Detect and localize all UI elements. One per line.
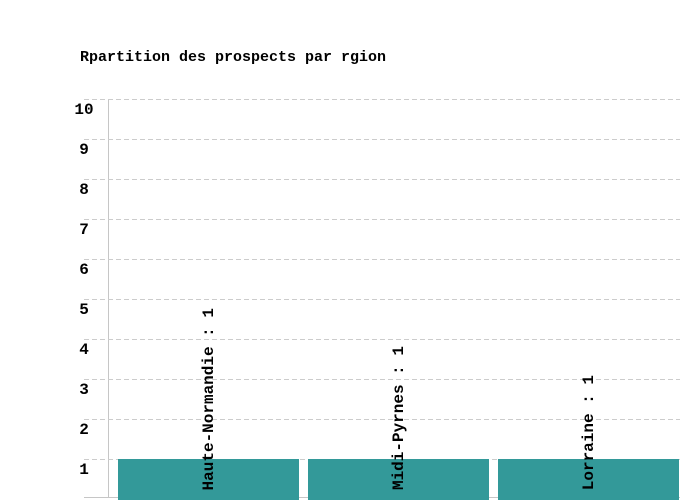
gridline [84, 99, 680, 100]
y-axis-tick-label: 4 [79, 341, 89, 359]
gridline [84, 259, 680, 260]
y-axis-tick-label: 9 [79, 141, 89, 159]
y-axis-tick-label: 3 [79, 381, 89, 399]
gridline [84, 299, 680, 300]
y-axis-tick-label: 10 [74, 101, 94, 119]
bar-label: Midi-Pyrnes : 1 [389, 345, 408, 490]
y-axis-tick-label: 6 [79, 261, 89, 279]
gridline [84, 179, 680, 180]
gridline [84, 379, 680, 380]
gridline [84, 219, 680, 220]
y-axis-line [108, 99, 109, 497]
y-axis-tick-label: 8 [79, 181, 89, 199]
gridline [84, 139, 680, 140]
chart-title: Rpartition des prospects par rgion [80, 49, 387, 66]
bar-label: Haute-Normandie : 1 [199, 307, 218, 490]
bar-lorraine [498, 459, 679, 500]
y-axis-tick-label: 7 [79, 221, 89, 239]
y-axis-tick-label: 2 [79, 421, 89, 439]
bar-haute-normandie [118, 459, 299, 500]
y-axis-tick-label: 1 [79, 461, 89, 479]
gridline [84, 419, 680, 420]
gridline [84, 339, 680, 340]
y-axis-tick-label: 5 [79, 301, 89, 319]
bar-label: Lorraine : 1 [579, 374, 598, 490]
bar-midi-pyrnes [308, 459, 489, 500]
